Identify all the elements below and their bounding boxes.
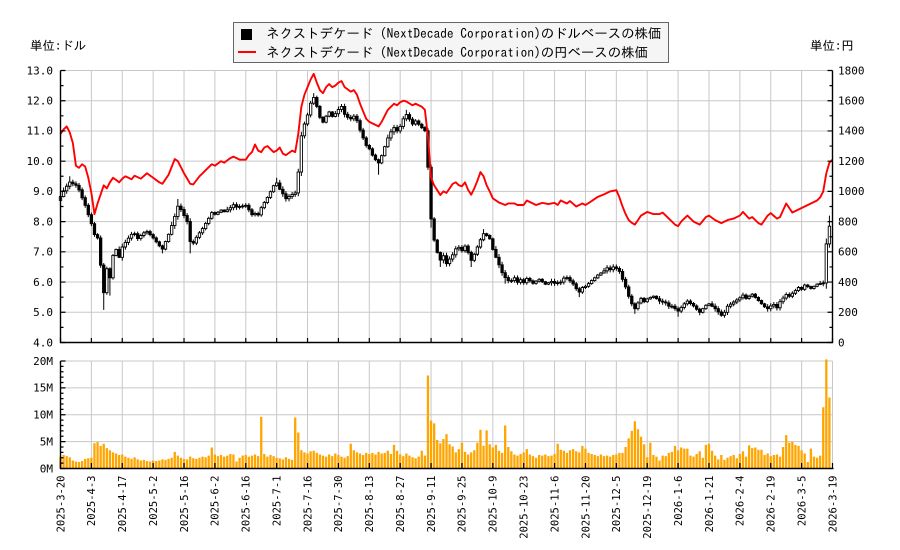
volume-bar-series [59,359,831,469]
x-tick-label-date: 2025-9-11 [426,476,438,533]
tick-labels: 4.0 5.0 6.0 7.0 8.0 9.0 10.0 11.0 12.0 13.0 0 200 40… [27,64,865,538]
usd-candlestick-series [58,93,832,318]
legend [233,22,669,63]
y-tick-label-usd: 9.0 [33,185,53,198]
x-tick-label-date: 2025-8-13 [364,476,376,533]
x-tick-label-date: 2026-1-21 [704,476,716,533]
x-tick-label-date: 2025-5-16 [179,476,191,533]
y-tick-label-usd: 11.0 [27,125,54,138]
y-tick-label-volume: 20M [33,355,53,368]
x-tick-label-date: 2025-12-5 [611,476,623,533]
x-tick-label-date: 2025-6-2 [210,476,222,527]
x-tick-label-date: 2026-1-6 [673,476,685,527]
usd-candlestick-marker-icon [241,29,252,40]
x-tick-label-date: 2025-12-19 [642,476,654,539]
grid-lines [60,70,833,469]
y-tick-label-jpy: 400 [838,276,858,289]
y-tick-label-usd: 8.0 [33,215,53,228]
x-tick-label-date: 2025-7-30 [333,476,345,533]
x-tick-label-date: 2025-3-20 [55,476,67,533]
x-tick-label-date: 2025-5-2 [148,476,160,527]
right-axis-unit-label [810,39,853,51]
x-tick-label-date: 2025-4-3 [86,476,98,527]
x-tick-label-date: 2025-6-16 [241,476,253,533]
y-tick-label-usd: 13.0 [27,64,54,77]
y-tick-label-jpy: 200 [838,306,858,319]
y-tick-label-jpy: 600 [838,246,858,259]
x-tick-label-date: 2025-7-16 [302,476,314,533]
x-tick-label-date: 2025-10-9 [488,476,500,533]
legend-label-jpy [267,45,648,59]
y-tick-label-usd: 7.0 [33,246,53,259]
y-tick-label-jpy: 1600 [838,95,865,108]
x-tick-label-date: 2026-2-19 [766,476,778,533]
x-tick-label-date: 2025-7-1 [271,476,283,527]
y-tick-label-usd: 6.0 [33,276,53,289]
x-tick-label-date: 2025-4-17 [117,476,129,533]
axes-and-ticks [59,69,834,470]
y-tick-label-jpy: 800 [838,215,858,228]
y-tick-label-usd: 5.0 [33,306,53,319]
jpy-line-series [59,72,834,228]
y-tick-label-volume: 5M [40,435,54,448]
left-axis-unit-label [30,39,86,51]
y-tick-label-jpy: 1800 [838,64,865,77]
x-tick-label-date: 2026-3-19 [827,476,839,533]
y-tick-label-volume: 0M [40,462,54,475]
x-tick-label-date: 2026-2-4 [735,476,747,527]
y-tick-label-volume: 15M [33,382,53,395]
y-tick-label-jpy: 1400 [838,125,865,138]
y-tick-label-jpy: 1000 [838,185,865,198]
legend-item-jpy [234,42,668,62]
x-tick-label-date: 2025-11-20 [580,476,592,539]
x-tick-label-date: 2026-3-5 [796,476,808,527]
y-tick-label-volume: 10M [33,409,53,422]
x-tick-label-date: 2025-9-25 [457,476,469,533]
x-tick-label-date: 2025-10-23 [519,476,531,539]
legend-label-usd [267,26,661,40]
y-tick-label-usd: 4.0 [33,336,53,349]
y-tick-label-usd: 12.0 [27,95,54,108]
y-tick-label-jpy: 0 [838,336,845,349]
y-tick-label-usd: 10.0 [27,155,54,168]
y-tick-label-jpy: 1200 [838,155,865,168]
x-tick-label-date: 2025-11-6 [549,476,561,533]
x-tick-label-date: 2025-8-27 [395,476,407,533]
legend-item-usd [234,23,668,43]
jpy-line-marker-icon [238,51,256,54]
